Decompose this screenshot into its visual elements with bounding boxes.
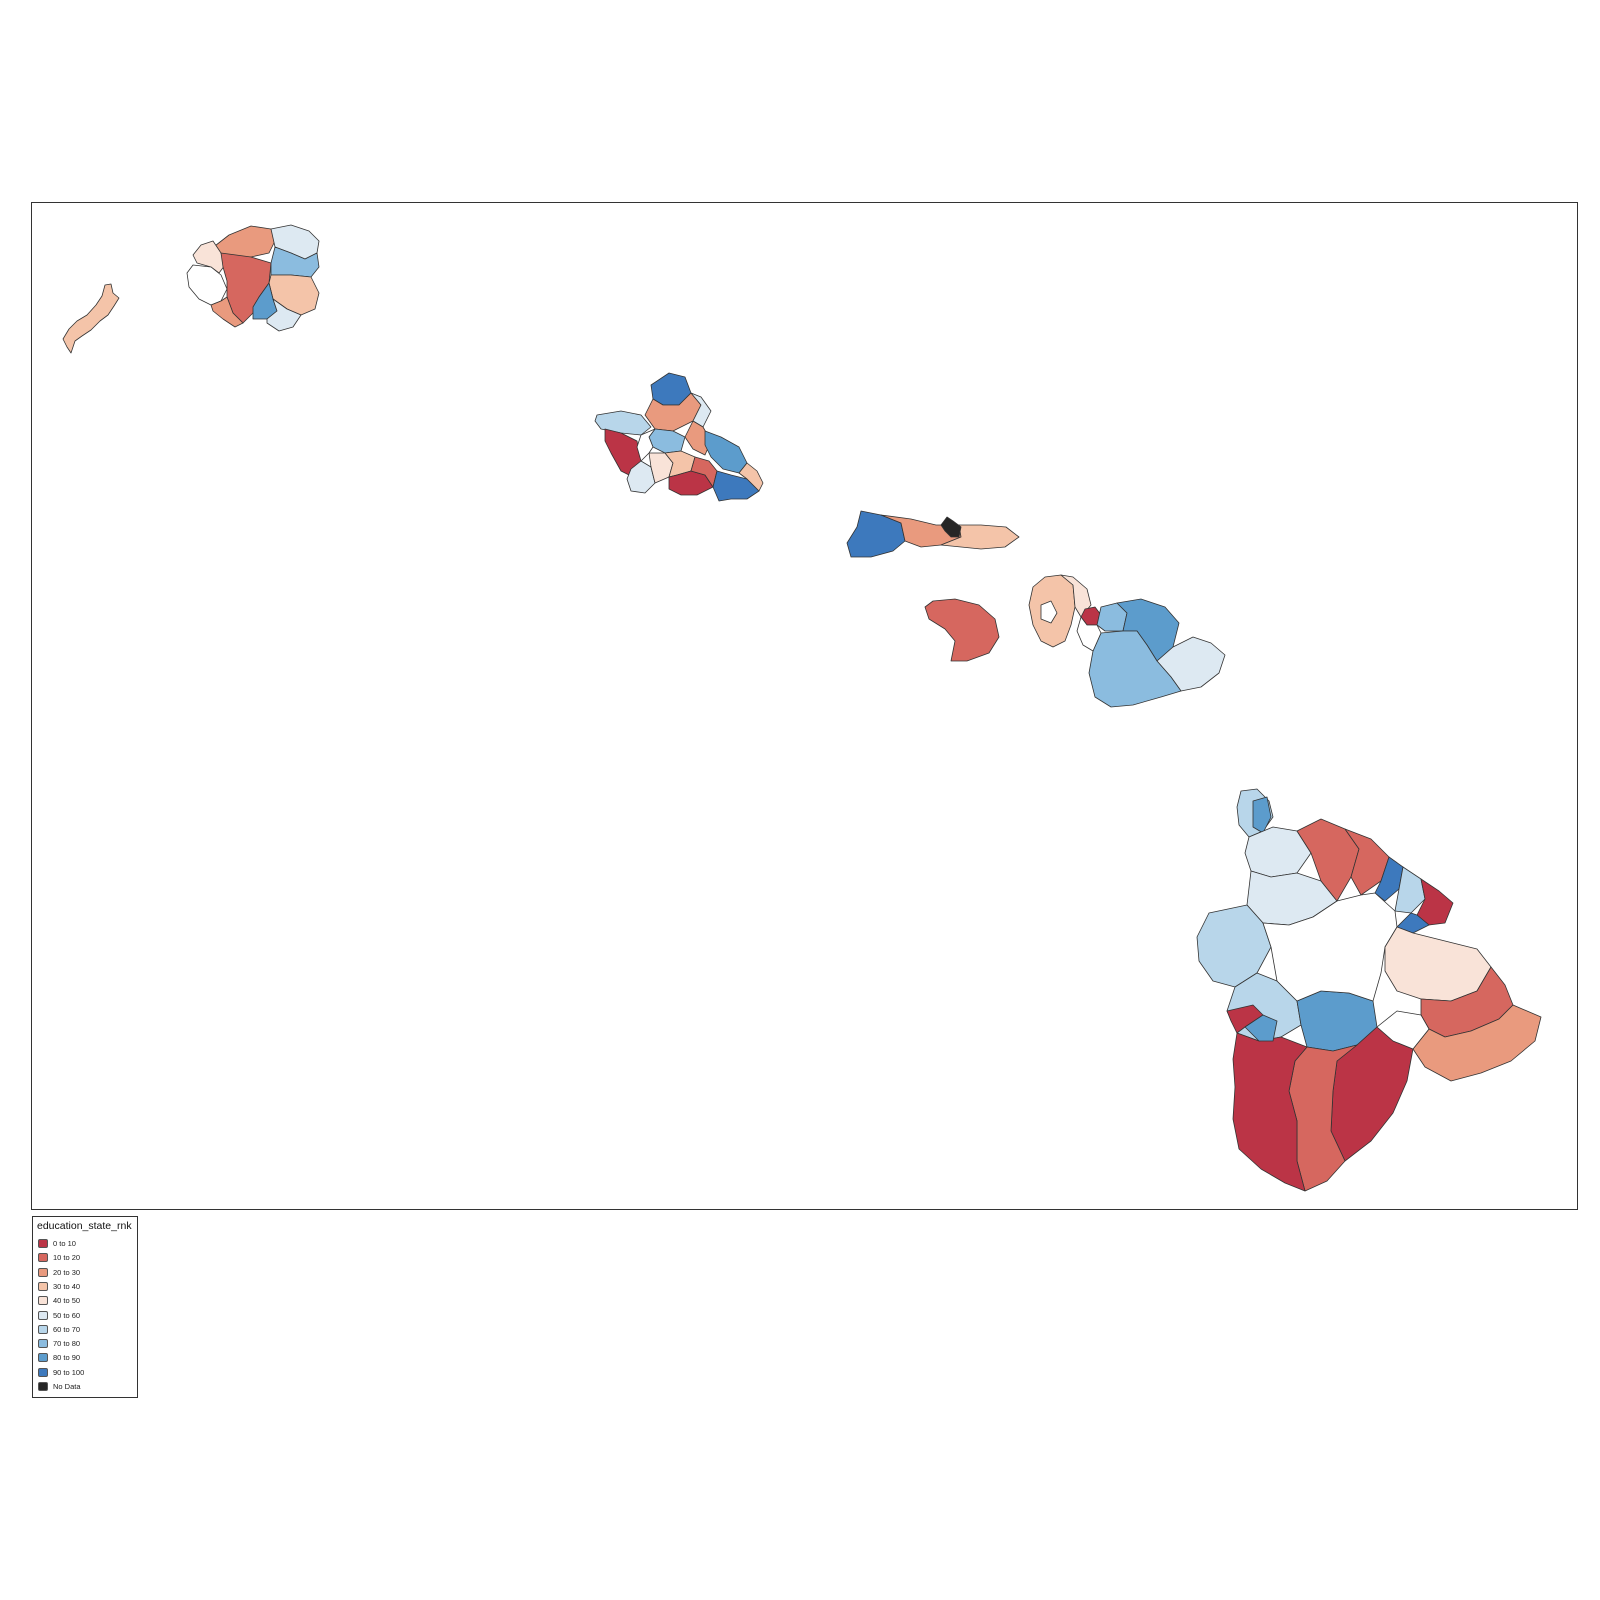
legend-swatch — [38, 1324, 48, 1334]
region-hawaii-puna[interactable] — [1412, 1004, 1542, 1082]
legend-swatch — [38, 1353, 48, 1363]
region-maui-haleakala[interactable] — [1076, 616, 1102, 652]
region-hawaii-volcano[interactable] — [1376, 1010, 1430, 1050]
legend-swatch — [38, 1267, 48, 1277]
legend-swatch — [38, 1281, 48, 1291]
legend-swatch — [38, 1367, 48, 1377]
region-maui-upcountry[interactable] — [1088, 630, 1182, 708]
legend-swatch — [38, 1382, 48, 1391]
hawaii-choropleth-map[interactable] — [32, 203, 1577, 1209]
legend-label: No Data — [53, 1382, 81, 1391]
legend-label: 10 to 20 — [53, 1253, 81, 1263]
region-hawaii-kohala-west[interactable] — [1252, 796, 1272, 834]
island-oahu — [594, 372, 764, 502]
region-kauai-5[interactable] — [220, 252, 272, 324]
legend-swatch — [38, 1296, 48, 1306]
region-maui-west-interior[interactable] — [1040, 600, 1058, 624]
region-oahu-15[interactable] — [738, 462, 764, 492]
island-molokai — [846, 510, 1020, 558]
legend-label: 50 to 60 — [53, 1310, 81, 1320]
island-maui — [1028, 574, 1226, 708]
legend-label: 20 to 30 — [53, 1267, 81, 1277]
region-hawaii-hilo-north[interactable] — [1416, 878, 1454, 926]
region-oahu-16[interactable] — [636, 428, 656, 462]
legend-swatch — [38, 1310, 48, 1320]
region-hawaii-hilo-north-2[interactable] — [1396, 912, 1430, 934]
region-kauai-9[interactable] — [266, 298, 302, 332]
region-molokai-kalaupapa[interactable] — [940, 516, 962, 538]
legend-swatch — [38, 1239, 48, 1248]
legend-title: education_state_rnk — [37, 1220, 132, 1232]
island-hawaii — [1196, 788, 1542, 1192]
island-kauai — [186, 224, 320, 332]
legend-label: 0 to 10 — [53, 1239, 76, 1248]
map-legend: education_state_rnk 0 to 10 10 to 20 20 to… — [32, 1216, 138, 1398]
region-oahu-1[interactable] — [594, 410, 652, 436]
legend-label: 30 to 40 — [53, 1281, 81, 1291]
map-frame — [31, 202, 1578, 1210]
region-niihau[interactable] — [62, 283, 120, 354]
region-hawaii-hilo[interactable] — [1384, 926, 1492, 1002]
region-kauai-6[interactable] — [270, 246, 320, 278]
legend-label: 80 to 90 — [53, 1353, 81, 1363]
legend-swatch — [38, 1339, 48, 1349]
region-kauai-10[interactable] — [210, 296, 244, 328]
region-hawaii-south-kona[interactable] — [1232, 1032, 1308, 1192]
region-lanai[interactable] — [924, 598, 1000, 662]
legend-label: 40 to 50 — [53, 1296, 81, 1306]
region-hawaii-kona-coast[interactable] — [1244, 1014, 1278, 1042]
region-oahu-9[interactable] — [648, 428, 686, 454]
region-hawaii-hamakua-2[interactable] — [1344, 828, 1390, 896]
legend-label: 90 to 100 — [53, 1367, 85, 1377]
legend-label: 70 to 80 — [53, 1339, 81, 1349]
region-oahu-3[interactable] — [626, 460, 656, 494]
legend-swatch — [38, 1253, 48, 1263]
legend-label: 60 to 70 — [53, 1324, 81, 1334]
